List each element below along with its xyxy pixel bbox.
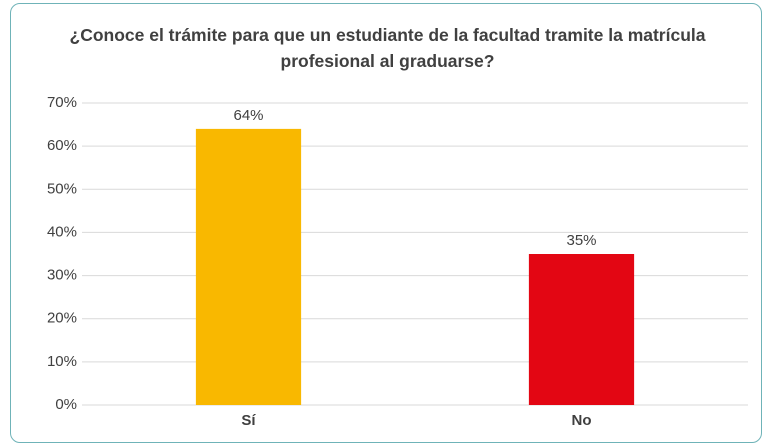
data-label: 35%: [566, 232, 596, 249]
y-tick-label: 10%: [47, 353, 77, 370]
y-tick-label: 30%: [47, 267, 77, 284]
y-tick-label: 50%: [47, 180, 77, 197]
x-tick-label: No: [572, 412, 592, 425]
page: {"chart_data": {"type": "bar", "title": …: [10, 3, 762, 443]
data-label: 64%: [233, 107, 263, 124]
y-tick-label: 70%: [47, 94, 77, 111]
y-tick-label: 40%: [47, 223, 77, 240]
bar: [195, 128, 302, 405]
x-tick-label: Sí: [241, 412, 256, 425]
y-tick-label: 0%: [55, 396, 77, 413]
y-tick-label: 60%: [47, 137, 77, 154]
y-tick-label: 20%: [47, 310, 77, 327]
chart-title: ¿Conoce el trámite para que un estudiant…: [69, 25, 706, 71]
bar: [528, 254, 635, 405]
chart: 0% 10% 20% 30% 40% 50% 60% 70% 64% Sí 35% No: [47, 94, 748, 425]
